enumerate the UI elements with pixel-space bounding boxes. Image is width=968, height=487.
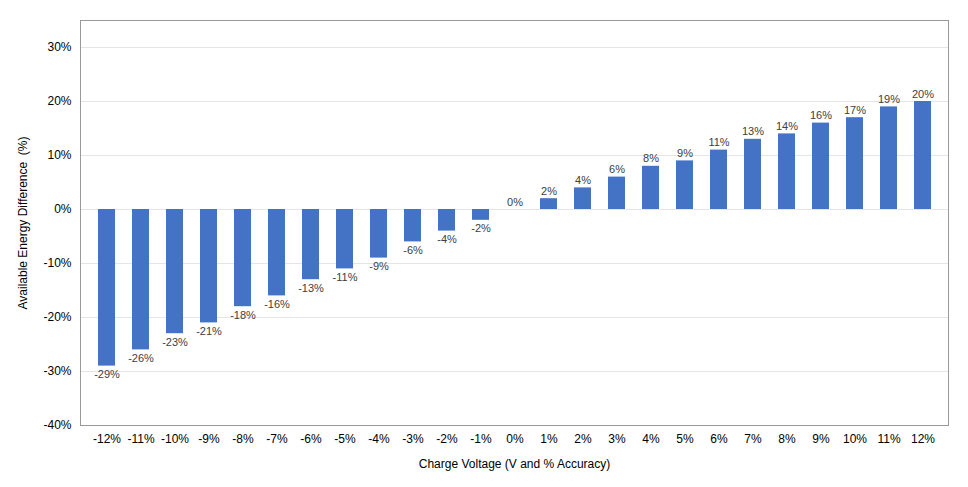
svg-text:2%: 2%	[541, 185, 557, 197]
svg-text:-11%: -11%	[127, 432, 154, 446]
svg-text:30%: 30%	[47, 40, 71, 54]
svg-text:-11%: -11%	[333, 271, 358, 283]
svg-text:6%: 6%	[710, 432, 728, 446]
svg-text:-9%: -9%	[198, 432, 220, 446]
svg-text:Charge Voltage (V and % Accura: Charge Voltage (V and % Accuracy)	[419, 457, 610, 471]
svg-text:13%: 13%	[742, 125, 764, 137]
svg-text:-3%: -3%	[402, 432, 424, 446]
svg-text:7%: 7%	[744, 432, 762, 446]
svg-text:4%: 4%	[642, 432, 660, 446]
svg-text:5%: 5%	[676, 432, 694, 446]
svg-text:-2%: -2%	[436, 432, 458, 446]
svg-text:2%: 2%	[574, 432, 592, 446]
svg-text:20%: 20%	[47, 94, 71, 108]
svg-text:-16%: -16%	[264, 298, 290, 310]
svg-text:-26%: -26%	[128, 352, 154, 364]
svg-text:14%: 14%	[776, 120, 798, 132]
svg-text:-10%: -10%	[43, 256, 71, 270]
svg-text:19%: 19%	[878, 93, 900, 105]
svg-text:10%: 10%	[843, 432, 867, 446]
svg-text:-18%: -18%	[230, 309, 256, 321]
svg-text:16%: 16%	[810, 109, 832, 121]
svg-text:17%: 17%	[844, 104, 866, 116]
svg-text:-23%: -23%	[162, 336, 188, 348]
svg-text:-29%: -29%	[94, 368, 120, 380]
svg-text:Available Energy Difference (: Available Energy Difference (%)	[16, 137, 30, 310]
svg-text:11%: 11%	[877, 432, 900, 446]
svg-text:4%: 4%	[575, 174, 591, 186]
svg-text:-20%: -20%	[43, 310, 71, 324]
svg-text:-4%: -4%	[437, 233, 457, 245]
svg-text:8%: 8%	[643, 152, 659, 164]
svg-text:-2%: -2%	[471, 222, 491, 234]
svg-text:-4%: -4%	[368, 432, 390, 446]
svg-text:0%: 0%	[506, 432, 524, 446]
svg-text:0%: 0%	[507, 196, 523, 208]
svg-text:10%: 10%	[47, 148, 71, 162]
svg-text:20%: 20%	[912, 88, 934, 100]
svg-text:1%: 1%	[540, 432, 558, 446]
svg-text:3%: 3%	[608, 432, 626, 446]
svg-text:0%: 0%	[54, 202, 72, 216]
svg-text:-30%: -30%	[43, 364, 71, 378]
svg-text:8%: 8%	[778, 432, 796, 446]
svg-text:-5%: -5%	[334, 432, 356, 446]
svg-text:-21%: -21%	[196, 325, 222, 337]
svg-text:9%: 9%	[677, 147, 693, 159]
svg-text:-6%: -6%	[300, 432, 322, 446]
svg-text:-1%: -1%	[470, 432, 492, 446]
svg-text:9%: 9%	[812, 432, 830, 446]
svg-text:-13%: -13%	[298, 282, 324, 294]
svg-text:-6%: -6%	[403, 244, 423, 256]
svg-text:-9%: -9%	[369, 260, 389, 272]
svg-text:11%: 11%	[708, 136, 729, 148]
svg-text:12%: 12%	[911, 432, 935, 446]
svg-text:-7%: -7%	[266, 432, 288, 446]
svg-text:-8%: -8%	[232, 432, 254, 446]
svg-text:-10%: -10%	[161, 432, 189, 446]
svg-text:-12%: -12%	[93, 432, 121, 446]
svg-text:-40%: -40%	[43, 418, 71, 432]
svg-text:6%: 6%	[609, 163, 625, 175]
